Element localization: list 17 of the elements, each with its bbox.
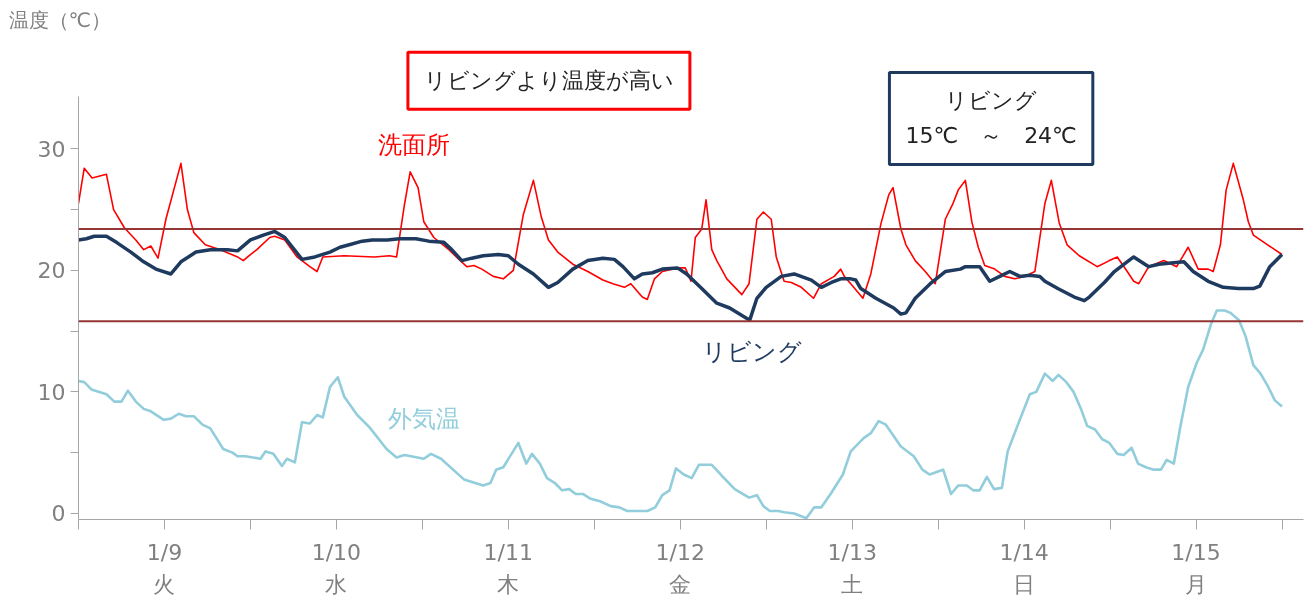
x-tick-label: 1/11 木 [483,539,534,597]
x-tick-label: 1/12 金 [655,539,705,597]
x-tick-label: 1/15 月 [1171,539,1221,597]
series-label: 洗面所 [378,131,451,160]
y-tick-label: 10 [37,379,66,405]
y-tick-label: 30 [37,136,66,162]
x-tick-label: 1/14 日 [999,539,1049,597]
y-tick-label: 0 [51,501,66,527]
series-label: リビング [702,337,803,366]
text: リビングより温度が高い [423,68,674,94]
y-tick-label: 20 [37,258,66,284]
series-label: 外気温 [387,404,460,433]
y-axis-title: 温度（℃） [8,7,111,32]
x-tick-label: 1/10 水 [311,539,362,597]
x-tick-label: 1/9 火 [146,539,183,597]
annotation: リビング 15℃ ～ 24℃ [905,88,1077,149]
x-tick-label: 1/13 土 [827,539,877,597]
